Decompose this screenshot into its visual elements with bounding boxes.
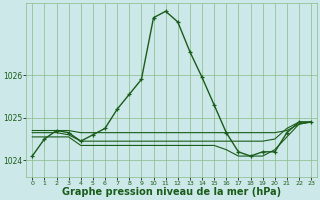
X-axis label: Graphe pression niveau de la mer (hPa): Graphe pression niveau de la mer (hPa) bbox=[62, 187, 281, 197]
